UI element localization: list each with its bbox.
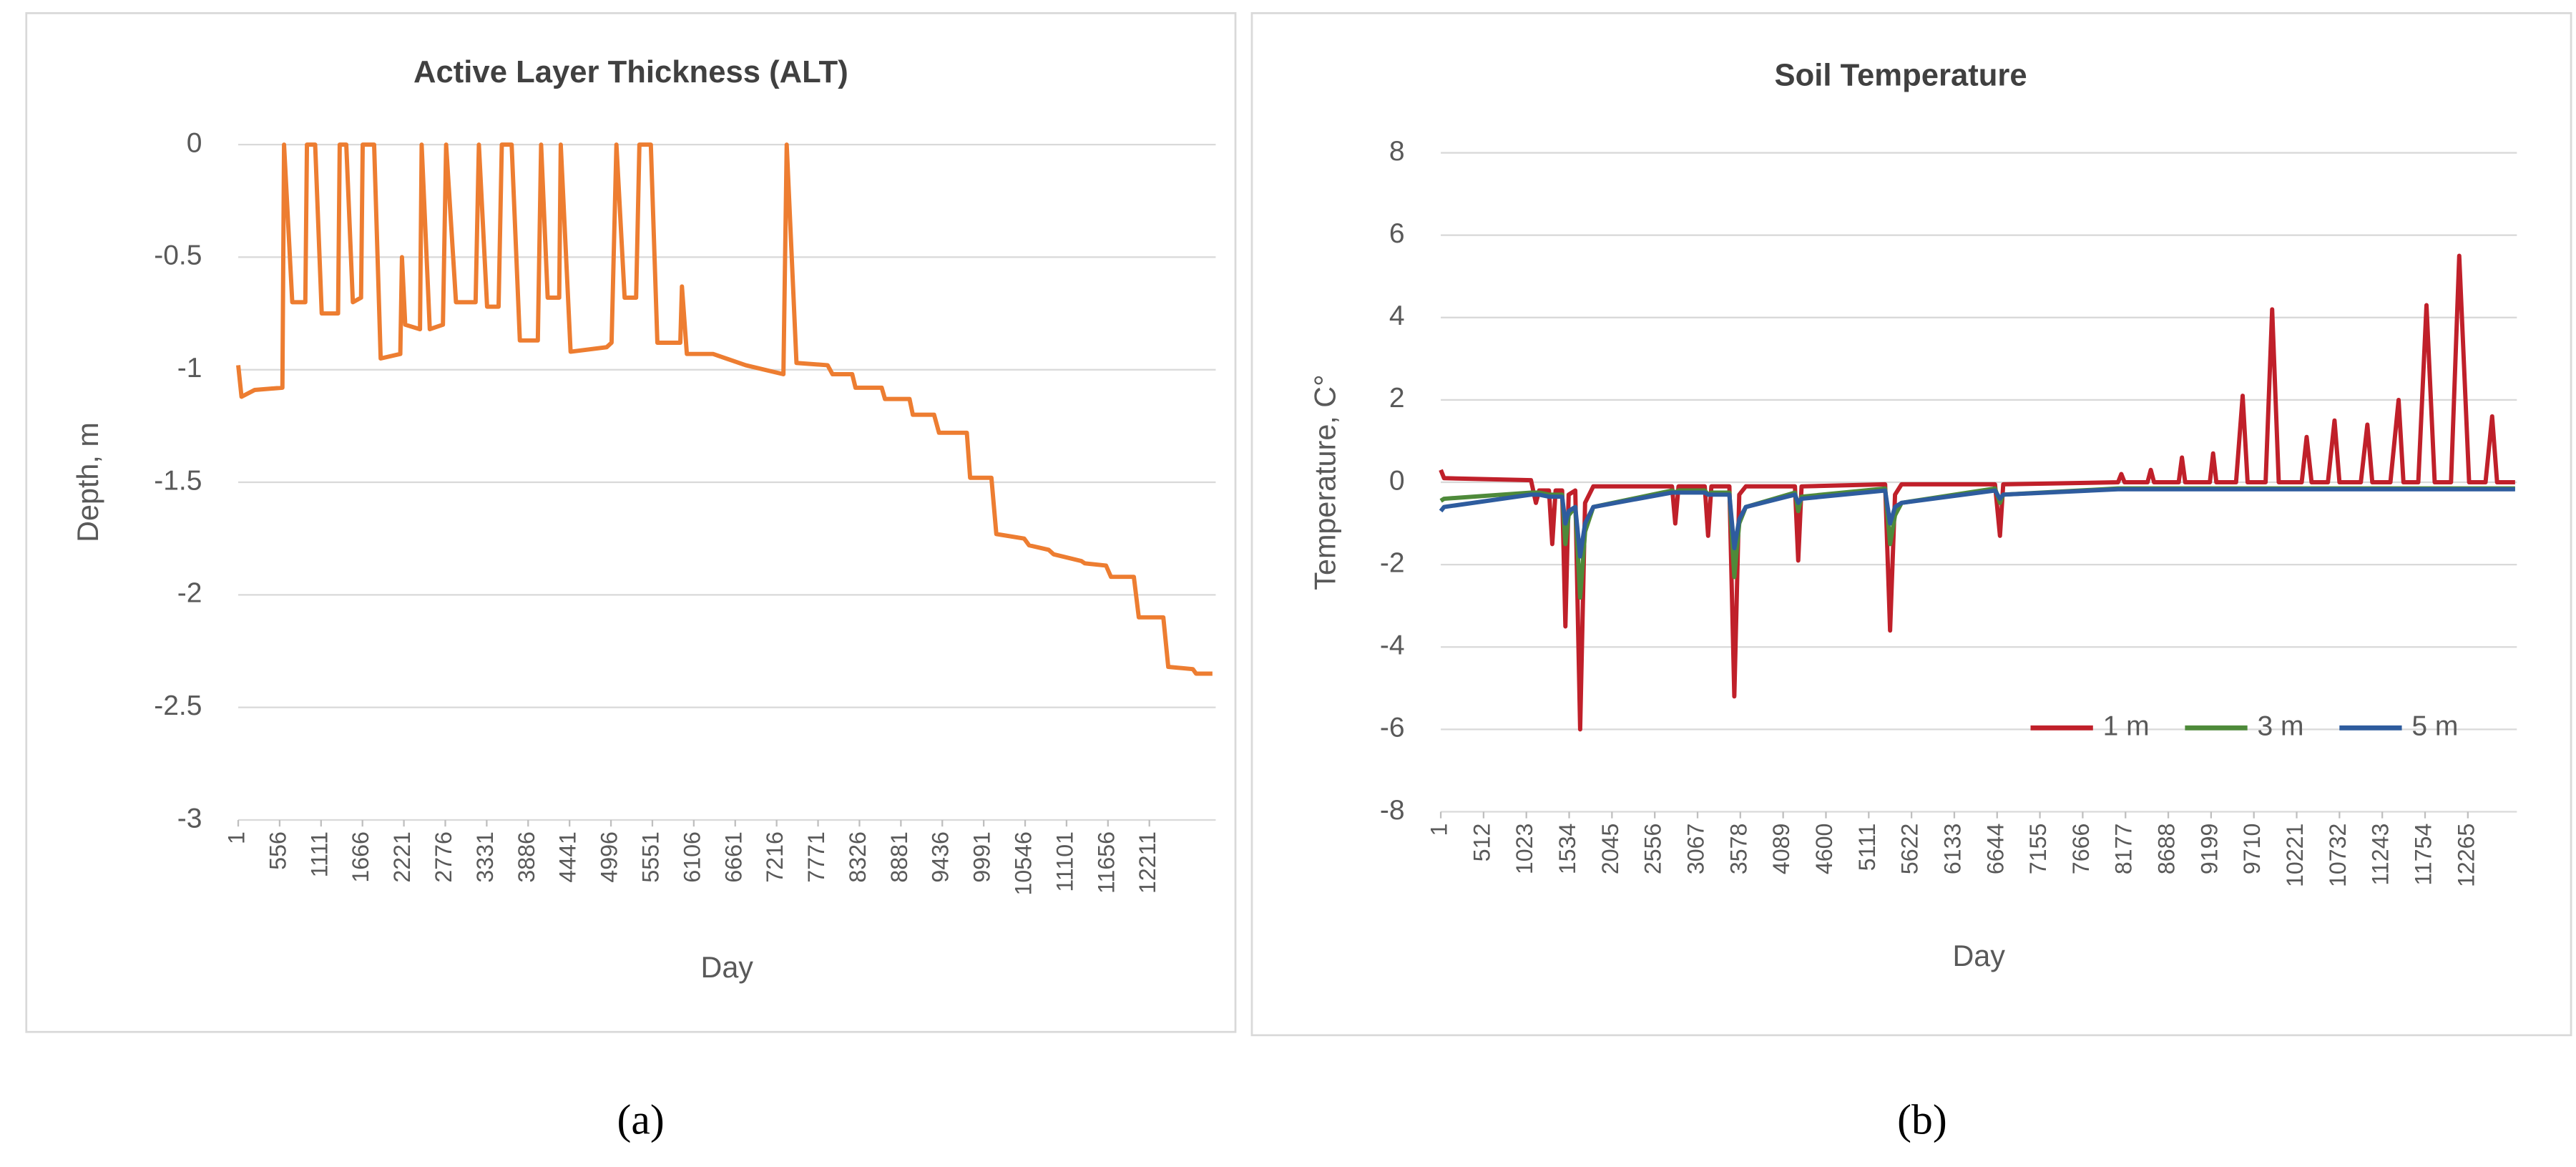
x-tick-label: 3331 (472, 831, 498, 883)
x-tick-label: 7155 (2025, 824, 2051, 875)
x-tick-label: 2045 (1597, 824, 1623, 875)
y-tick-label: 8 (1389, 136, 1405, 167)
y-tick-label: -1.5 (154, 465, 202, 496)
x-tick-label: 6661 (720, 831, 746, 883)
y-axis-title: Temperature, C° (1309, 374, 1342, 590)
x-tick-label: 12265 (2453, 824, 2479, 887)
x-tick-label: 512 (1469, 824, 1494, 862)
caption: (b) (1897, 1096, 1947, 1143)
x-tick-label: 10221 (2282, 824, 2308, 887)
line (236, 142, 1213, 676)
y-tick-label: 4 (1389, 301, 1405, 331)
x-tick-label: 3578 (1725, 824, 1751, 875)
x-tick-label: 9199 (2196, 824, 2222, 875)
x-tick-label: 4089 (1768, 824, 1794, 875)
panel-frame (1250, 11, 2572, 1037)
x-tick-label: 7666 (2068, 824, 2094, 875)
y-tick-label: -0.5 (154, 240, 202, 271)
x-tick-label: 1 (1426, 824, 1452, 836)
x-tick-label: 11243 (2368, 824, 2394, 886)
x-axis-title: Day (1952, 939, 2005, 972)
x-tick-label: 5111 (1854, 824, 1880, 871)
y-tick-label: 0 (1389, 465, 1405, 496)
x-tick-label: 11754 (2411, 824, 2437, 886)
y-tick-label: -2 (1380, 547, 1405, 578)
x-tick-label: 2776 (431, 831, 456, 883)
x-tick-label: 11101 (1052, 831, 1077, 892)
y-tick-label: 2 (1389, 383, 1405, 414)
series-line (1439, 253, 2515, 732)
y-tick-label: 6 (1389, 218, 1405, 249)
x-tick-label: 9436 (928, 831, 954, 883)
x-tick-label: 8688 (2154, 824, 2180, 875)
y-tick-label: -3 (177, 803, 202, 834)
x-tick-label: 1111 (306, 831, 332, 877)
x-tick-label: 5622 (1897, 824, 1923, 875)
x-tick-label: 3067 (1683, 824, 1709, 875)
legend-label: 5 m (2411, 711, 2458, 742)
x-tick-label: 8177 (2111, 824, 2137, 875)
x-axis-title: Day (700, 951, 753, 984)
x-tick-label: 2556 (1640, 824, 1666, 875)
x-tick-label: 8326 (845, 831, 871, 883)
x-tick-label: 6133 (1939, 824, 1965, 875)
x-tick-label: 2221 (389, 831, 415, 883)
panel-frame (25, 11, 1237, 1033)
x-tick-label: 4441 (555, 831, 581, 883)
x-tick-label: 6106 (679, 831, 705, 883)
x-tick-label: 11656 (1093, 831, 1119, 894)
x-tick-label: 4600 (1811, 824, 1837, 875)
x-tick-label: 5551 (637, 831, 663, 883)
x-tick-label: 556 (265, 831, 290, 870)
y-tick-label: -2 (177, 578, 202, 609)
legend-label: 1 m (2103, 711, 2150, 742)
x-tick-label: 10732 (2325, 824, 2351, 887)
x-tick-label: 1666 (348, 831, 373, 883)
series-line (1439, 487, 2515, 559)
y-tick-label: -1 (177, 353, 202, 384)
x-tick-label: 1 (224, 831, 250, 844)
chart-title: Soil Temperature (1775, 58, 2027, 92)
x-tick-label: 7216 (762, 831, 788, 883)
y-tick-label: 0 (187, 127, 202, 158)
x-tick-label: 3886 (514, 831, 539, 883)
x-tick-label: 10546 (1011, 831, 1037, 895)
y-tick-label: -8 (1380, 795, 1405, 826)
x-tick-label: 9710 (2239, 824, 2265, 875)
chart-title: Active Layer Thickness (ALT) (413, 55, 848, 89)
y-tick-label: -4 (1380, 630, 1405, 661)
x-tick-label: 9991 (969, 831, 995, 883)
y-tick-label: -6 (1380, 713, 1405, 743)
x-tick-label: 1023 (1512, 824, 1537, 875)
x-tick-label: 1534 (1554, 824, 1580, 875)
x-tick-label: 4996 (597, 831, 622, 883)
x-tick-label: 7771 (803, 831, 829, 883)
x-tick-label: 6644 (1982, 824, 2008, 875)
x-tick-label: 12211 (1135, 831, 1160, 894)
y-tick-label: -2.5 (154, 690, 202, 721)
x-tick-label: 8881 (886, 831, 912, 883)
legend-label: 3 m (2257, 711, 2303, 742)
caption: (a) (617, 1096, 665, 1143)
y-axis-title: Depth, m (72, 422, 104, 542)
